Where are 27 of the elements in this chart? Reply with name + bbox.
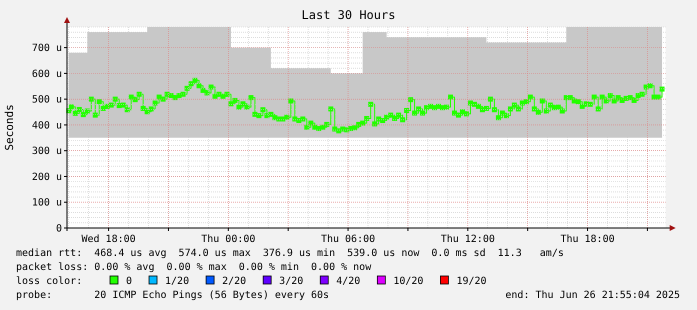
x-tick-label: Wed 18:00: [81, 234, 136, 245]
legend-label: 0: [126, 276, 132, 287]
y-tick-label: 700 u: [32, 43, 62, 54]
legend-label: 4/20: [336, 276, 360, 287]
legend-label: 10/20: [393, 276, 424, 287]
chart-title: Last 30 Hours: [302, 8, 396, 22]
x-tick-label: Thu 18:00: [560, 234, 615, 245]
legend-label: 2/20: [222, 276, 246, 287]
x-tick-label: Thu 00:00: [201, 234, 256, 245]
y-tick-label: 0: [56, 224, 62, 234]
y-tick-label: 400 u: [32, 120, 62, 132]
legend-label: 1/20: [165, 276, 190, 287]
legend-title: loss color:: [16, 276, 82, 287]
text: probe: 20 ICMP Echo Pings (56 Bytes) every 60s: [16, 290, 330, 301]
text: packet loss: 0.00 % avg 0.00 % max 0.00 % min 0.00 % now: [16, 262, 372, 273]
text: median rtt: 468.4 us avg 574.0 us max 376.9 us min 539.0 us now 0.0 ms sd 11.3 am/s: [16, 248, 564, 259]
y-tick-label: 100 u: [32, 198, 62, 209]
y-tick-label: 300 u: [32, 146, 62, 158]
text: end: Thu Jun 26 21:55:04 2025: [505, 290, 680, 301]
y-tick-label: 200 u: [32, 172, 62, 183]
y-tick-label: 500 u: [32, 94, 62, 106]
x-tick-label: Thu 12:00: [440, 234, 495, 245]
y-axis-title: Seconds: [3, 104, 16, 151]
legend-label: 3/20: [279, 276, 304, 287]
legend-label: 19/20: [456, 276, 487, 287]
y-tick-label: 600 u: [32, 68, 62, 80]
x-tick-label: Thu 06:00: [320, 234, 376, 245]
